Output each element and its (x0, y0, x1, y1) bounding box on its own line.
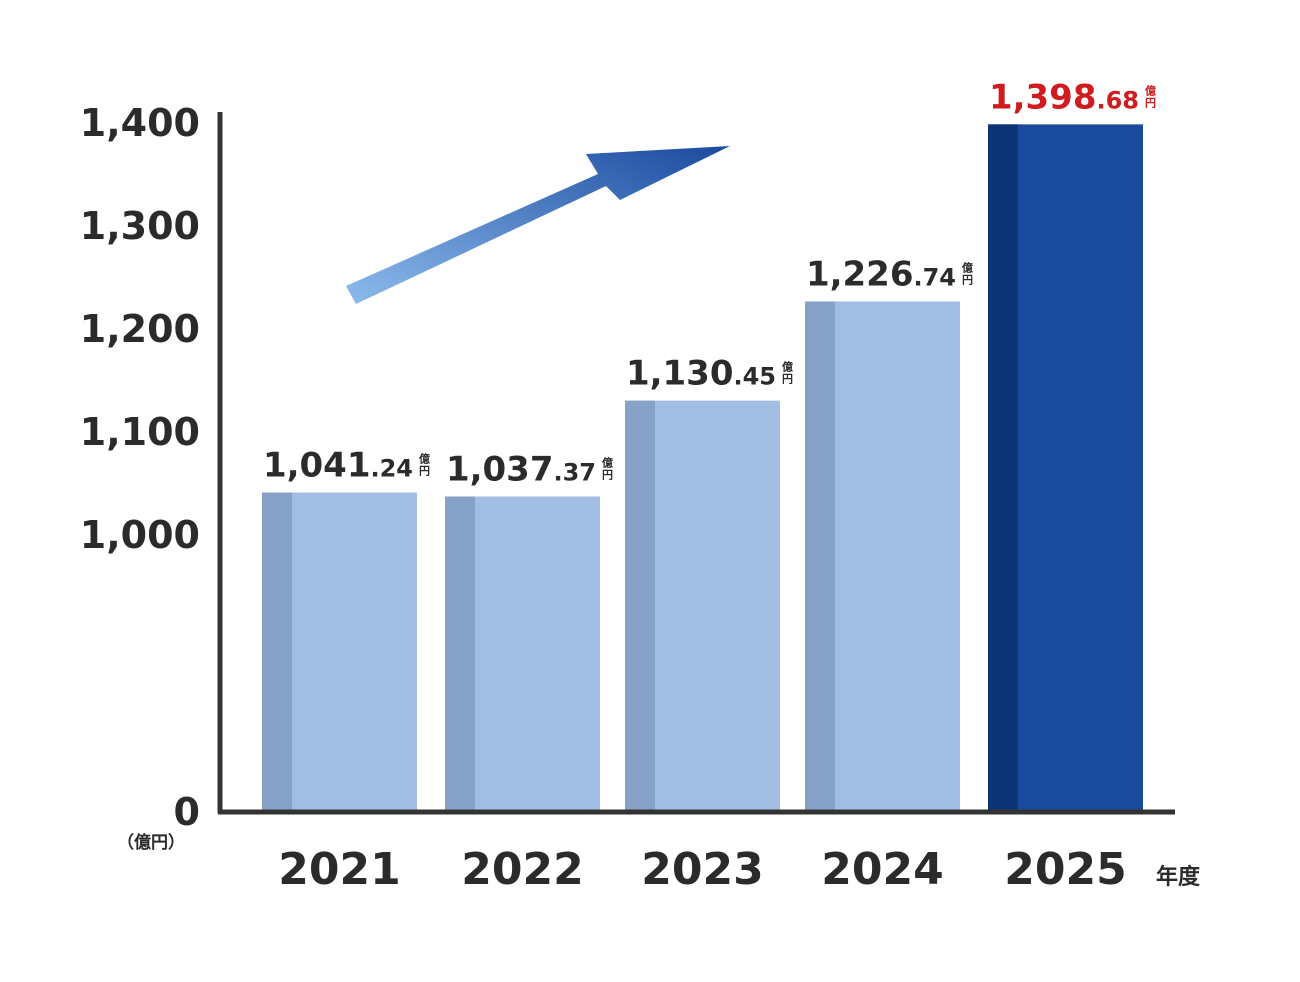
x-tick-label: 2024 (821, 844, 943, 895)
x-tick-label: 2022 (461, 844, 583, 895)
bar-shade-2022 (445, 496, 475, 812)
y-tick-label: 1,400 (80, 101, 200, 145)
bar-shade-2024 (805, 301, 835, 812)
value-unit-bottom: 円 (782, 373, 793, 386)
value-label-2025: 1,398.68 (989, 77, 1139, 117)
bar-shade-2025 (988, 124, 1018, 812)
x-tick-label: 2021 (278, 844, 400, 895)
bar-shade-2023 (625, 400, 655, 812)
value-label-2022: 1,037.37 (446, 450, 596, 490)
value-unit-bottom: 円 (419, 465, 430, 478)
y-unit-label: （億円） (117, 832, 185, 853)
x-ticks-layer: 2021 2022 2023 2024 2025 (278, 844, 1126, 895)
value-unit-bottom: 円 (602, 469, 613, 482)
value-unit-top: 億 (419, 452, 430, 466)
bars-layer (262, 124, 1143, 812)
y-tick-label: 1,000 (80, 513, 200, 557)
trend-arrow-icon (346, 146, 730, 304)
value-label-2023: 1,130.45 (626, 354, 776, 394)
bar-shade-2021 (262, 492, 292, 812)
y-ticks-layer: 0 1,000 1,100 1,200 1,300 1,400 (80, 101, 200, 834)
value-label-2021: 1,041.24 (263, 446, 413, 486)
value-unit-bottom: 円 (1145, 96, 1156, 109)
y-tick-label: 1,200 (80, 307, 200, 351)
y-tick-label: 1,300 (80, 204, 200, 248)
x-unit-label: 年度 (1156, 864, 1201, 890)
value-labels-layer: 1,041.24 億円 1,037.37 億円1,130.45 億円1,226.74 億円… (263, 77, 1156, 489)
y-tick-label: 0 (174, 790, 200, 834)
x-tick-label: 2025 (1004, 844, 1126, 895)
y-tick-label: 1,100 (80, 410, 200, 454)
value-unit-bottom: 円 (962, 273, 973, 286)
x-tick-label: 2023 (641, 844, 763, 895)
value-unit-top: 億 (962, 260, 973, 274)
value-unit-top: 億 (1145, 83, 1156, 97)
value-unit-top: 億 (602, 456, 613, 470)
value-label-2024: 1,226.74 (806, 254, 956, 294)
value-unit-top: 億 (782, 360, 793, 374)
